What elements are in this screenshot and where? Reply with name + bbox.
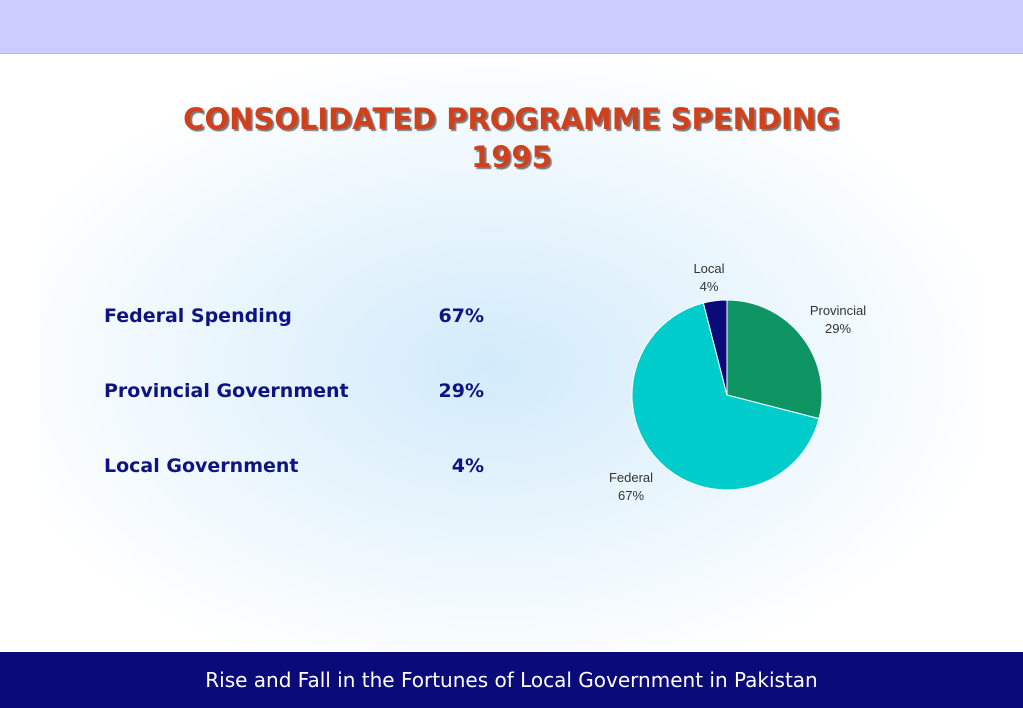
row-label: Local Government xyxy=(104,455,299,477)
title-line-1: CONSOLIDATED PROGRAMME SPENDING xyxy=(183,102,840,136)
slice-value-provincial: 29% xyxy=(825,321,851,336)
row-value: 67% xyxy=(438,305,484,327)
row-label: Provincial Government xyxy=(104,380,349,402)
slice-value-local: 4% xyxy=(700,279,719,294)
background-glow xyxy=(40,60,980,650)
row-value: 29% xyxy=(438,380,484,402)
table-row-federal: Federal Spending 67% xyxy=(104,305,484,380)
slice-label-provincial: Provincial xyxy=(810,303,866,318)
spending-table: Federal Spending 67% Provincial Governme… xyxy=(104,305,484,530)
slice-value-federal: 67% xyxy=(618,488,644,503)
pie-slice-federal xyxy=(631,302,820,491)
slice-label-local: Local xyxy=(693,261,724,276)
header-band xyxy=(0,0,1023,54)
table-row-local: Local Government 4% xyxy=(104,455,484,530)
slice-label-federal: Federal xyxy=(609,470,653,485)
pie-slice-provincial xyxy=(726,299,823,420)
pie-slice-local xyxy=(702,299,728,396)
pie-chart: Provincial 29% Federal 67% Local 4% xyxy=(609,261,866,503)
footer-text: Rise and Fall in the Fortunes of Local G… xyxy=(205,668,818,692)
footer-band: Rise and Fall in the Fortunes of Local G… xyxy=(0,652,1023,708)
table-row-provincial: Provincial Government 29% xyxy=(104,380,484,455)
title-line-2: 1995 xyxy=(471,140,552,174)
page-title: CONSOLIDATED PROGRAMME SPENDING 1995 xyxy=(0,100,1023,176)
row-label: Federal Spending xyxy=(104,305,292,327)
row-value: 4% xyxy=(451,455,484,477)
